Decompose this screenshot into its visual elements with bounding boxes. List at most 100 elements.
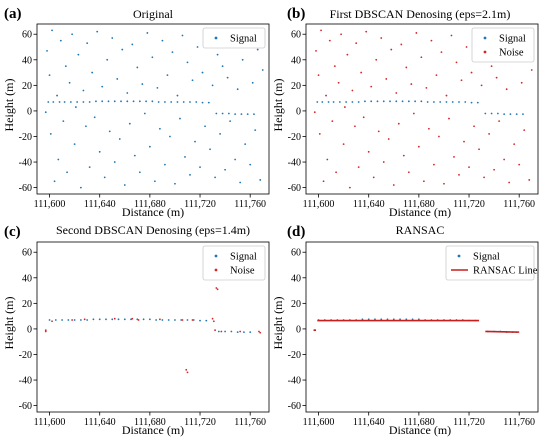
- signal-point: [186, 319, 189, 321]
- noise-point: [318, 133, 321, 135]
- signal-point: [96, 30, 99, 33]
- signal-point: [209, 148, 211, 151]
- noise-point: [113, 317, 116, 320]
- signal-point: [199, 166, 201, 169]
- x-tick-label: 111,720: [184, 417, 216, 428]
- noise-point: [328, 39, 331, 42]
- signal-point: [59, 39, 62, 42]
- y-tick-label: -20: [288, 132, 301, 143]
- signal-point: [174, 319, 176, 321]
- signal-point: [157, 101, 160, 103]
- noise-point: [354, 125, 356, 128]
- legend-box: [202, 27, 266, 49]
- signal-point: [85, 125, 87, 128]
- signal-point: [426, 101, 429, 103]
- noise-point: [367, 150, 370, 153]
- signal-point: [458, 101, 460, 103]
- signal-point: [74, 106, 77, 108]
- y-tick-label: 40: [291, 55, 301, 66]
- noise-point: [443, 182, 445, 185]
- signal-point: [204, 125, 206, 128]
- signal-point: [118, 138, 121, 140]
- noise-point: [495, 76, 498, 79]
- noise-point: [239, 330, 242, 333]
- x-tick-label: 111,760: [234, 199, 266, 210]
- signal-point: [180, 319, 183, 321]
- noise-point: [346, 53, 349, 56]
- signal-point: [414, 100, 417, 103]
- signal-point: [46, 49, 48, 52]
- panel-d-plot-area: 111,600 111,640 111,680 111,720 111,760 -60 -4…: [288, 241, 539, 428]
- y-tick-label: 0: [296, 324, 301, 335]
- noise-point: [427, 127, 430, 130]
- legend-box: [471, 27, 535, 63]
- signal-point: [113, 161, 116, 163]
- noise-point: [362, 116, 365, 119]
- signal-point: [364, 100, 366, 103]
- noise-point: [490, 65, 493, 68]
- noise-point: [71, 319, 74, 321]
- noise-point: [214, 329, 216, 332]
- noise-point: [395, 92, 398, 94]
- noise-point: [448, 117, 450, 120]
- signal-point: [63, 101, 66, 103]
- signal-point: [62, 120, 65, 123]
- signal-point: [194, 140, 196, 143]
- axes-frame: [305, 23, 539, 195]
- signal-point: [522, 113, 524, 116]
- signal-point: [158, 127, 161, 130]
- noise-point: [518, 163, 521, 166]
- y-tick-label: 60: [291, 30, 301, 41]
- signal-point: [123, 318, 126, 321]
- noise-point: [478, 148, 480, 151]
- noise-point: [508, 181, 511, 184]
- noise-point: [158, 318, 161, 321]
- noise-point: [460, 79, 463, 82]
- noise-point: [185, 368, 188, 371]
- y-tick-label: 0: [296, 106, 301, 117]
- signal-point: [88, 166, 91, 169]
- noise-point: [259, 331, 262, 334]
- noise-point: [325, 94, 327, 97]
- signal-point: [451, 101, 454, 103]
- y-tick-label: -60: [288, 401, 301, 412]
- x-tick-label: 111,600: [303, 199, 335, 210]
- signal-point: [470, 101, 473, 104]
- signal-point: [243, 331, 245, 334]
- signal-point: [221, 112, 224, 115]
- signal-point: [106, 58, 109, 61]
- signal-point: [142, 318, 145, 321]
- noise-point: [317, 74, 320, 77]
- x-tick-label: 111,640: [353, 417, 385, 428]
- signal-point: [184, 156, 186, 158]
- signal-point: [345, 101, 348, 103]
- noise-point: [433, 163, 435, 166]
- signal-point: [68, 81, 71, 84]
- x-tick-label: 111,640: [84, 199, 116, 210]
- signal-point: [103, 176, 106, 179]
- panel-c-title: Second DBSCAN Denosing (eps=1.4m): [56, 223, 250, 237]
- noise-point: [498, 120, 501, 123]
- y-tick-label: 20: [22, 299, 32, 310]
- noise-point: [430, 39, 433, 42]
- signal-point: [240, 113, 243, 116]
- x-tick-label: 111,720: [184, 199, 216, 210]
- noise-point: [365, 30, 368, 33]
- signal-point: [239, 181, 242, 184]
- signal-point: [105, 318, 107, 321]
- signal-point: [241, 58, 244, 61]
- signal-point: [151, 56, 154, 59]
- signal-point: [367, 318, 370, 321]
- signal-point: [169, 135, 171, 138]
- signal-point: [256, 48, 259, 51]
- signal-point: [54, 319, 57, 321]
- signal-point: [73, 143, 76, 146]
- noise-point: [337, 81, 340, 84]
- noise-point: [405, 66, 408, 69]
- noise-point: [137, 319, 140, 321]
- x-tick-label: 111,680: [403, 199, 435, 210]
- noise-point: [216, 288, 219, 291]
- signal-point: [174, 182, 176, 185]
- panel-c-ylabel: Height (m): [2, 297, 16, 350]
